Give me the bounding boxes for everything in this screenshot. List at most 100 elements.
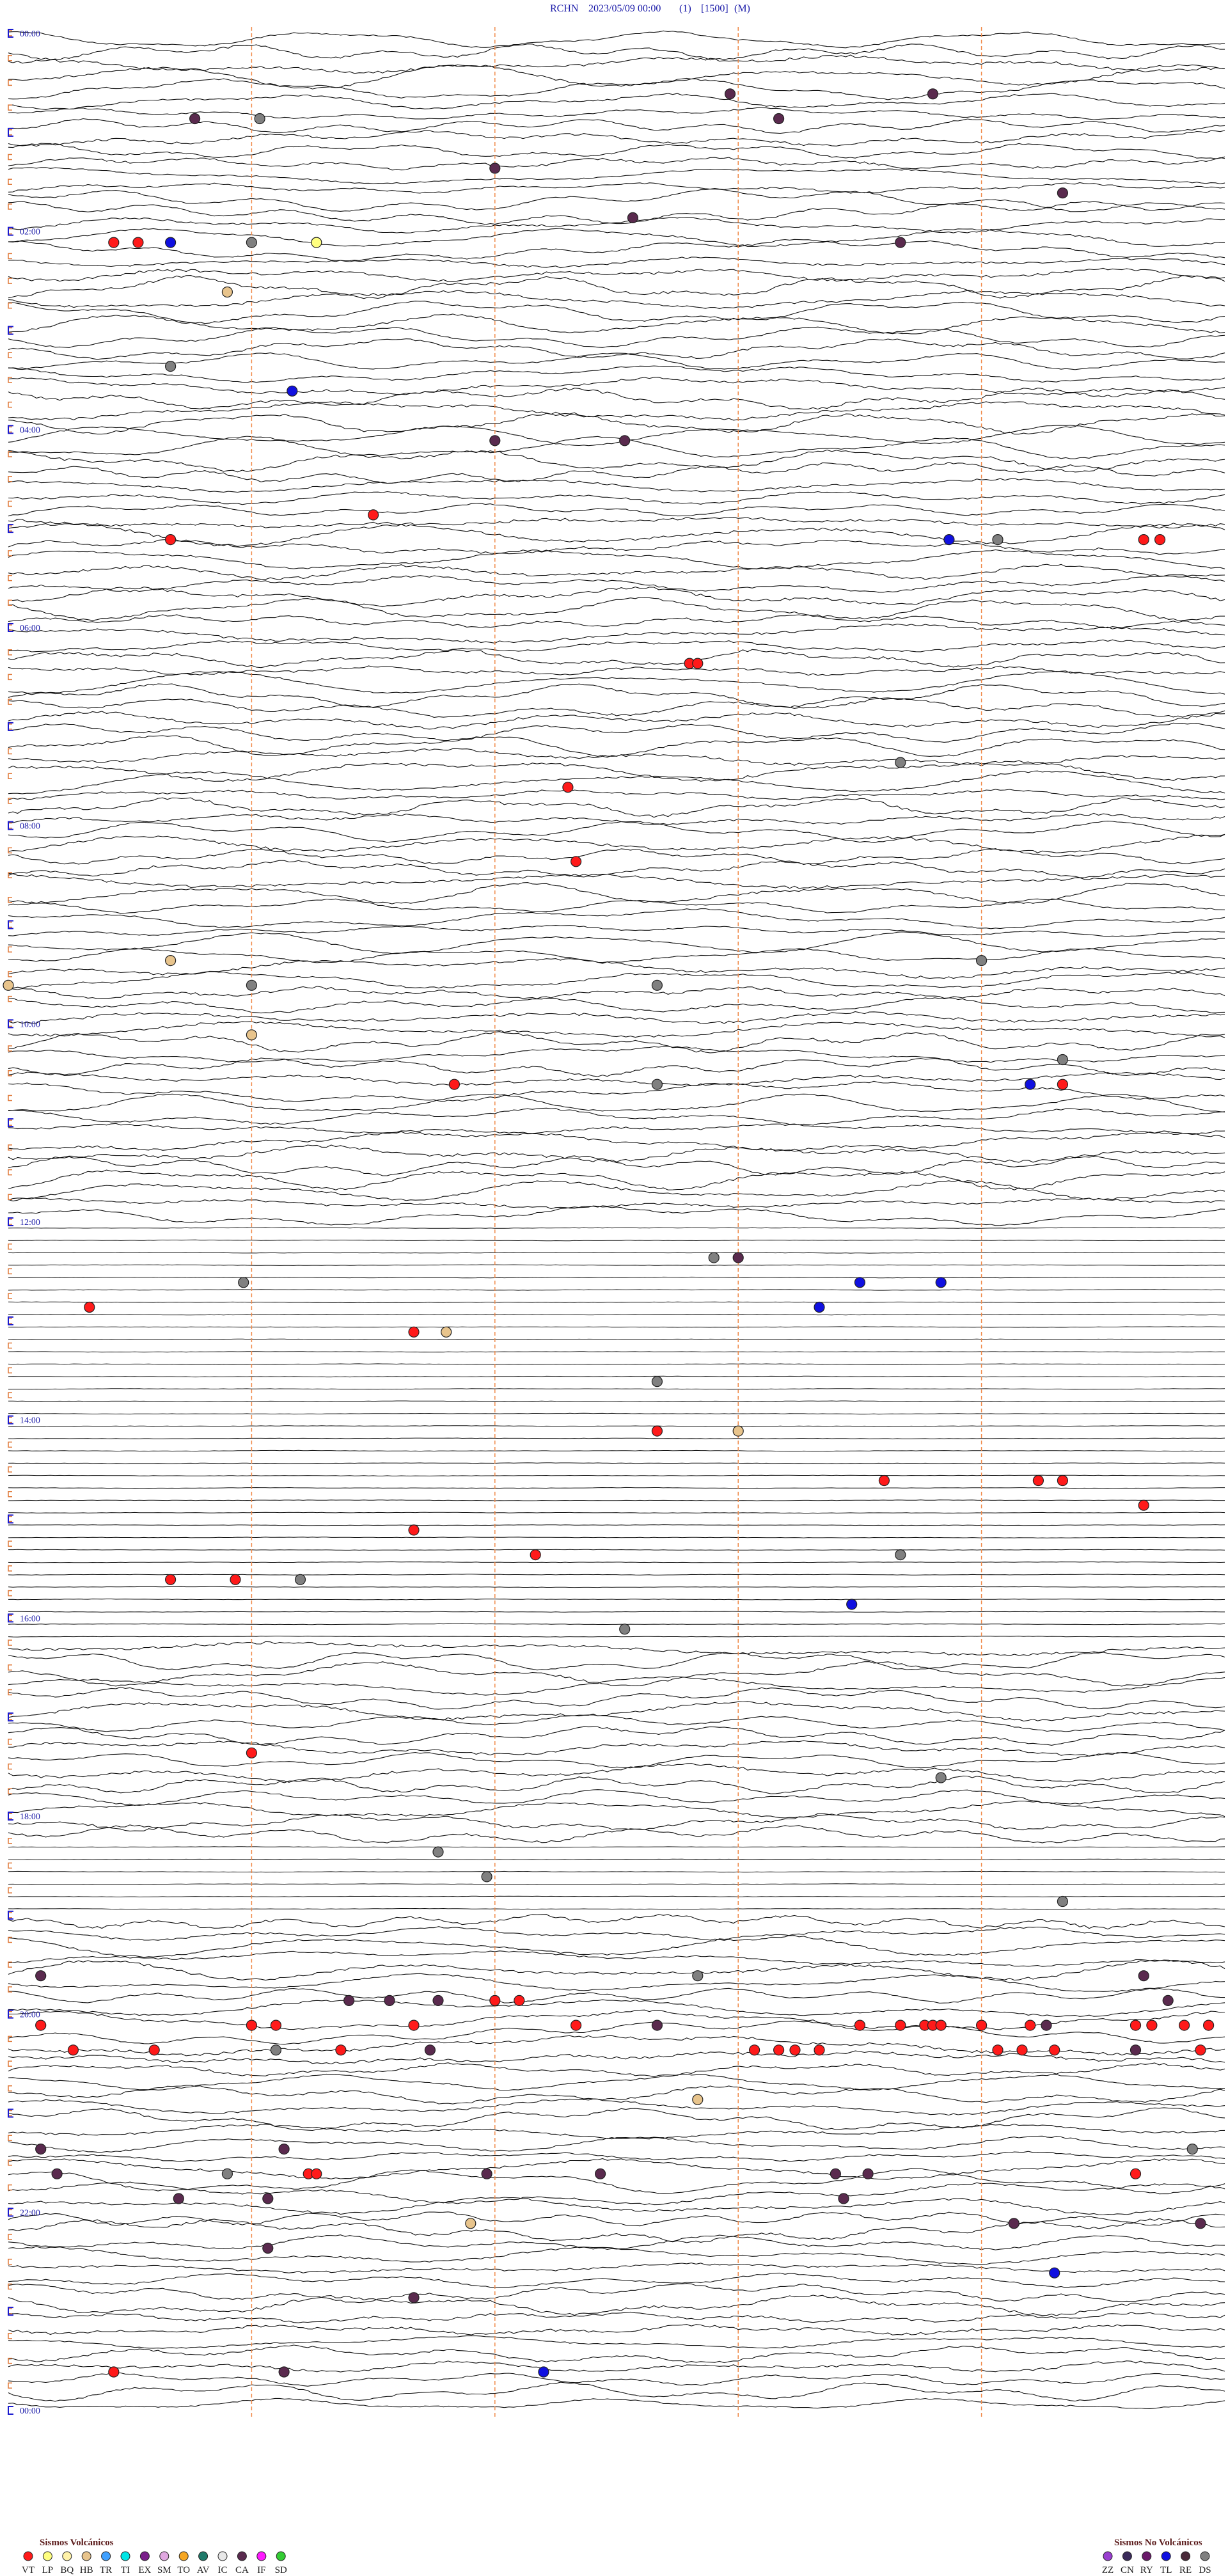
event-marker — [1130, 2168, 1142, 2179]
event-marker — [570, 2019, 582, 2031]
seismic-trace — [8, 2073, 1225, 2091]
seismic-trace — [8, 326, 1225, 349]
event-marker — [287, 385, 298, 397]
event-marker — [254, 113, 265, 125]
event-marker — [1057, 1079, 1069, 1090]
event-marker — [108, 237, 120, 248]
line-marker — [8, 1194, 12, 1201]
event-marker — [651, 1376, 663, 1387]
legend-code: SM — [157, 2565, 171, 2575]
legend-code: DS — [1199, 2565, 1211, 2575]
event-marker — [311, 2168, 322, 2179]
line-marker — [8, 476, 12, 482]
event-marker — [408, 2292, 420, 2303]
seismic-trace — [8, 1599, 1225, 1600]
seismic-trace — [8, 1636, 1225, 1638]
line-marker — [8, 946, 12, 952]
seismic-trace — [8, 1762, 1225, 1783]
event-marker — [246, 1747, 257, 1758]
event-marker — [1057, 187, 1069, 199]
line-marker — [8, 278, 12, 284]
seismic-trace — [8, 425, 1225, 446]
hour-marker — [8, 1316, 13, 1325]
legend-swatch — [23, 2551, 33, 2561]
event-marker — [408, 1326, 420, 1338]
time-label: 20:00 — [20, 2011, 40, 2020]
event-marker — [1146, 2019, 1158, 2031]
seismic-trace — [8, 649, 1225, 668]
legend-code: EX — [138, 2565, 151, 2575]
seismic-trace — [8, 491, 1225, 505]
seismic-trace — [8, 2283, 1225, 2303]
seismic-trace — [8, 2263, 1225, 2273]
seismic-trace — [8, 1751, 1225, 1769]
seismic-trace — [8, 107, 1225, 120]
event-marker — [514, 1995, 525, 2006]
legend-swatch — [120, 2551, 130, 2561]
seismic-trace — [8, 449, 1225, 473]
seismic-trace — [8, 908, 1225, 929]
seismic-trace — [8, 2295, 1225, 2316]
seismic-trace — [8, 2272, 1225, 2288]
seismic-trace — [8, 1057, 1225, 1077]
seismic-trace — [8, 1775, 1225, 1794]
event-marker — [221, 2168, 233, 2179]
seismic-trace — [8, 1987, 1225, 2003]
event-marker — [165, 954, 177, 967]
event-marker — [992, 2044, 1004, 2056]
seismic-trace — [8, 925, 1225, 937]
seismic-trace — [8, 1437, 1225, 1439]
seismic-trace — [8, 711, 1225, 730]
hour-marker — [8, 1118, 13, 1128]
event-marker — [262, 2193, 274, 2204]
seismic-trace — [8, 1652, 1225, 1671]
line-marker — [8, 2035, 12, 2043]
seismic-trace — [8, 1144, 1225, 1163]
seismic-trace — [8, 503, 1225, 517]
event-markers — [3, 88, 1215, 2378]
line-marker — [8, 1788, 12, 1795]
event-marker — [862, 2168, 874, 2179]
seismic-trace — [8, 1252, 1225, 1254]
line-marker — [8, 897, 12, 903]
legend-swatch — [256, 2551, 267, 2561]
seismic-trace — [8, 517, 1225, 529]
event-marker — [651, 2019, 663, 2031]
event-marker — [814, 1301, 825, 1313]
seismic-trace — [8, 189, 1225, 212]
legend-code: AV — [197, 2565, 210, 2575]
seismic-trace — [8, 167, 1225, 184]
event-marker — [846, 1599, 858, 1610]
seismic-trace — [8, 834, 1225, 853]
legend-code: TL — [1160, 2565, 1172, 2575]
event-marker — [935, 1277, 947, 1288]
seismic-trace — [8, 274, 1225, 299]
seismic-trace — [8, 748, 1225, 766]
event-marker — [165, 533, 177, 546]
seismic-trace — [8, 2135, 1225, 2153]
seismic-trace — [8, 401, 1225, 421]
event-marker — [992, 533, 1004, 546]
line-marker — [8, 253, 12, 260]
event-marker — [1025, 1079, 1036, 1090]
event-marker — [814, 2044, 825, 2056]
seismic-trace — [8, 1462, 1225, 1464]
seismic-trace — [8, 2009, 1225, 2030]
event-marker — [1138, 1970, 1149, 1982]
line-marker — [8, 178, 12, 185]
seismic-trace — [8, 2311, 1225, 2323]
seismic-trace — [8, 313, 1225, 335]
seismic-trace — [8, 1740, 1225, 1757]
line-marker — [8, 1243, 12, 1250]
event-marker — [724, 88, 736, 100]
event-marker — [35, 2144, 47, 2155]
line-marker — [8, 1565, 12, 1572]
event-marker — [432, 1846, 444, 1858]
event-marker — [343, 1995, 355, 2006]
seismic-trace — [8, 1641, 1225, 1656]
event-marker — [424, 2044, 436, 2056]
hour-marker — [8, 2307, 13, 2316]
event-marker — [651, 1079, 663, 1090]
seismic-trace — [8, 789, 1225, 801]
hour-marker — [8, 29, 13, 38]
